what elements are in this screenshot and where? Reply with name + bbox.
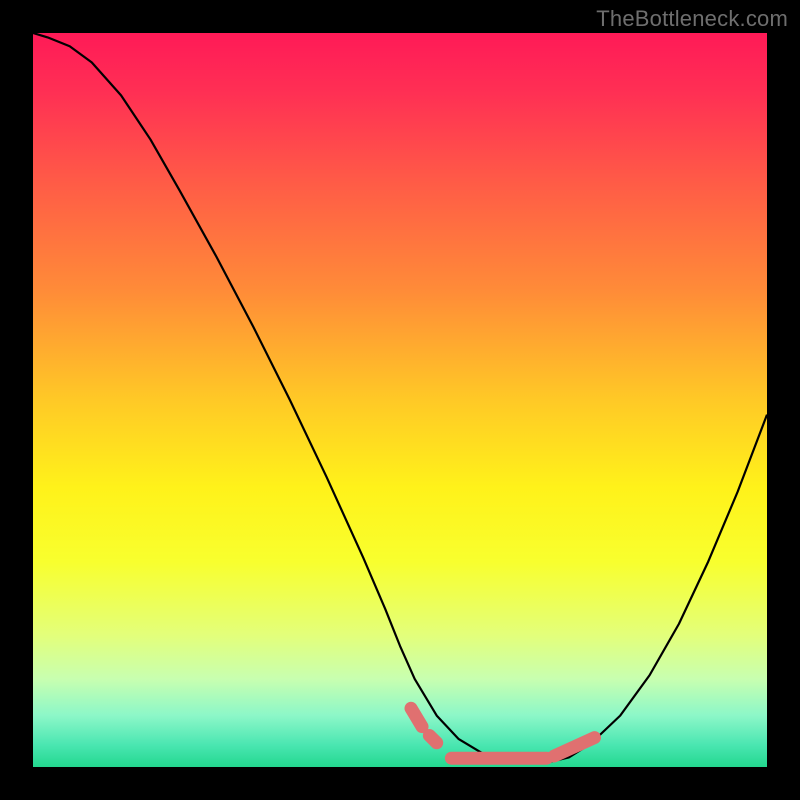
- plot-area: [33, 33, 767, 767]
- chart-frame: TheBottleneck.com: [0, 0, 800, 800]
- bottleneck-svg: [33, 33, 767, 767]
- gradient-background: [33, 33, 767, 767]
- watermark-label: TheBottleneck.com: [596, 6, 788, 32]
